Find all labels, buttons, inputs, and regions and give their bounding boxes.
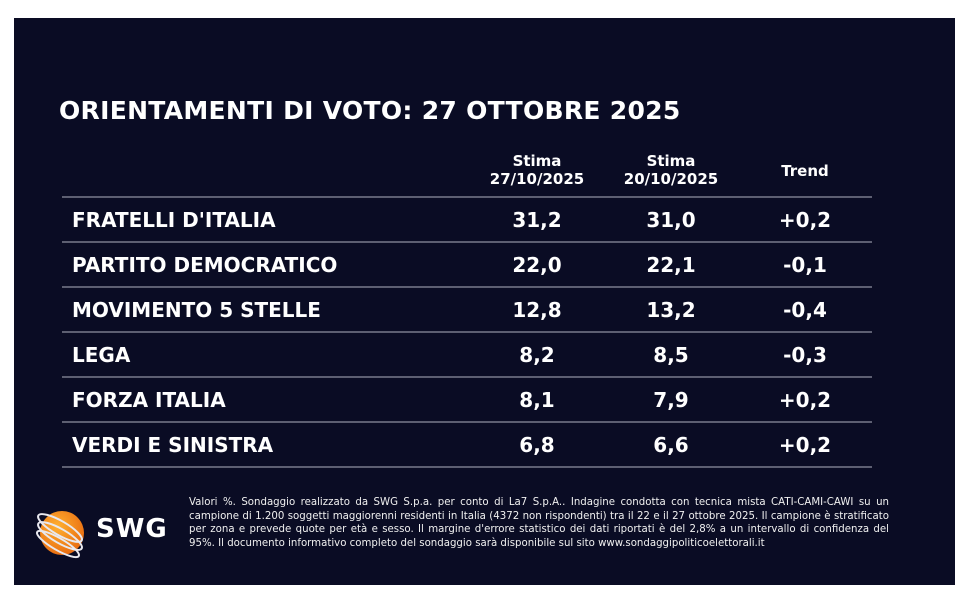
party-name: PARTITO DEMOCRATICO [72, 253, 338, 277]
poll-panel: ORIENTAMENTI DI VOTO: 27 OTTOBRE 2025 St… [14, 18, 955, 585]
current-value: 22,0 [512, 253, 562, 277]
table-row: FORZA ITALIA 8,1 7,9 +0,2 [62, 378, 872, 423]
header-previous: Stima 20/10/2025 [606, 152, 736, 188]
previous-value: 22,1 [646, 253, 696, 277]
swg-logo-text: SWG [96, 514, 168, 544]
globe-icon [36, 511, 84, 559]
trend-value: +0,2 [778, 388, 832, 412]
current-value: 8,1 [519, 388, 555, 412]
previous-value: 8,5 [653, 343, 689, 367]
previous-value: 31,0 [646, 208, 696, 232]
party-name: VERDI E SINISTRA [72, 433, 274, 457]
party-name: FRATELLI D'ITALIA [72, 208, 276, 232]
header-date: 20/10/2025 [623, 170, 719, 188]
trend-value: -0,3 [783, 343, 827, 367]
previous-value: 7,9 [653, 388, 689, 412]
page-title: ORIENTAMENTI DI VOTO: 27 OTTOBRE 2025 [59, 96, 681, 125]
party-name: MOVIMENTO 5 STELLE [72, 298, 321, 322]
header-date: 27/10/2025 [489, 170, 585, 188]
table-row: MOVIMENTO 5 STELLE 12,8 13,2 -0,4 [62, 288, 872, 333]
header-current: Stima 27/10/2025 [472, 152, 602, 188]
table-row: VERDI E SINISTRA 6,8 6,6 +0,2 [62, 423, 872, 468]
header-trend: Trend [781, 162, 829, 180]
table-row: LEGA 8,2 8,5 -0,3 [62, 333, 872, 378]
header-label: Stima [512, 152, 562, 170]
current-value: 6,8 [519, 433, 555, 457]
current-value: 8,2 [519, 343, 555, 367]
table-row: FRATELLI D'ITALIA 31,2 31,0 +0,2 [62, 198, 872, 243]
previous-value: 13,2 [646, 298, 696, 322]
table-row: PARTITO DEMOCRATICO 22,0 22,1 -0,1 [62, 243, 872, 288]
footnote: Valori %. Sondaggio realizzato da SWG S.… [189, 497, 889, 549]
trend-value: +0,2 [778, 208, 832, 232]
poll-table: Stima 27/10/2025 Stima 20/10/2025 Trend … [62, 148, 872, 468]
trend-value: -0,1 [783, 253, 827, 277]
trend-value: -0,4 [783, 298, 827, 322]
previous-value: 6,6 [653, 433, 689, 457]
party-name: LEGA [72, 343, 131, 367]
current-value: 12,8 [512, 298, 562, 322]
table-header: Stima 27/10/2025 Stima 20/10/2025 Trend [62, 148, 872, 198]
trend-value: +0,2 [778, 433, 832, 457]
current-value: 31,2 [512, 208, 562, 232]
party-name: FORZA ITALIA [72, 388, 226, 412]
header-label: Stima [646, 152, 696, 170]
